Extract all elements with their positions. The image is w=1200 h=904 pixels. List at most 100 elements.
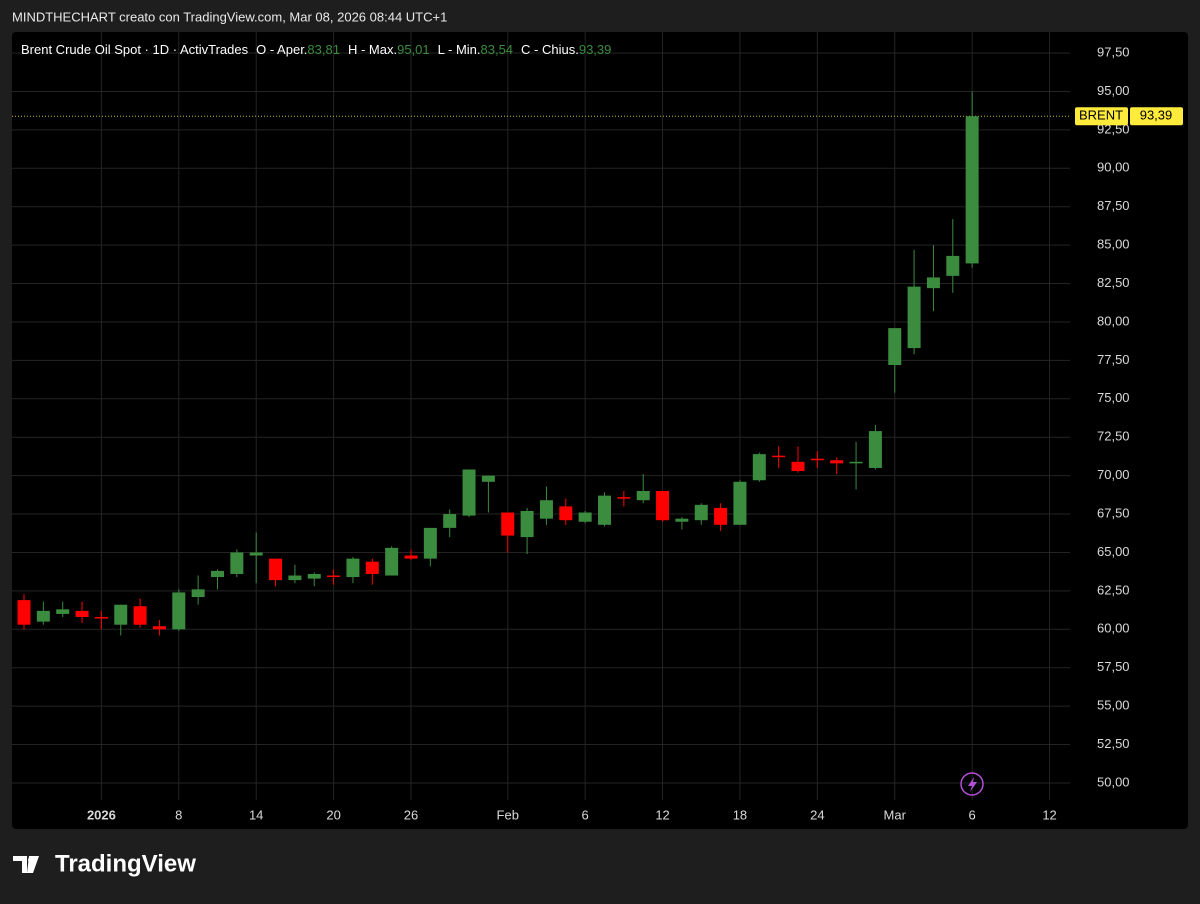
candle-body: [946, 255, 960, 276]
x-tick-label: Feb: [497, 807, 519, 822]
grid: 50,00 52,50 55,00 57,50 60,00 62,50 65,00 67,50…: [12, 32, 1130, 822]
candle-body: [791, 461, 805, 472]
brand-logo: TradingView: [13, 850, 196, 877]
candle-body: [598, 495, 611, 525]
ohlc-name: H - Max.: [348, 42, 397, 57]
candle-body: [772, 455, 786, 458]
ohlc-name: O - Aper.: [256, 42, 307, 57]
candle-body: [385, 547, 399, 576]
y-tick-label: 95,00: [1097, 83, 1130, 98]
header: Brent Crude Oil Spot · 1D · ActivTrades O…: [21, 42, 611, 57]
y-tick-label: 97,50: [1097, 44, 1130, 59]
candle-body: [888, 328, 902, 365]
ohlc-value: 93,39: [579, 42, 612, 57]
candle-body: [675, 518, 689, 522]
candle-body: [539, 500, 553, 519]
y-tick-label: 57,50: [1097, 659, 1130, 674]
candle-body: [520, 510, 534, 538]
y-tick-label: 90,00: [1097, 160, 1130, 175]
candle-body: [191, 589, 205, 598]
y-tick-label: 77,50: [1097, 352, 1130, 367]
lightning: [968, 777, 977, 792]
y-tick-label: 75,00: [1097, 390, 1130, 405]
attribution: MINDTHECHART creato con TradingView.com,…: [12, 9, 447, 24]
candle-body: [481, 475, 495, 482]
x-tick-label: 18: [733, 807, 747, 822]
title: Brent Crude Oil Spot · 1D · ActivTrades: [21, 42, 249, 57]
x-tick-label: 6: [582, 807, 589, 822]
candle-body: [617, 497, 631, 499]
y-tick-label: 50,00: [1097, 774, 1130, 789]
price-label-box: [1130, 107, 1183, 126]
event-icon[interactable]: [960, 772, 984, 796]
price-label: 93,39: [1140, 108, 1173, 123]
candle-body: [114, 604, 128, 625]
candle-body: [462, 469, 476, 516]
y-tick-label: 52,50: [1097, 736, 1130, 751]
plot: BRENT 93,39: [12, 91, 1183, 636]
ohlc-value: 95,01: [397, 42, 430, 57]
x-tick-label: 2026: [87, 807, 116, 822]
y-tick-label: 80,00: [1097, 313, 1130, 328]
candle-body: [656, 491, 670, 521]
x-tick-label: 24: [810, 807, 824, 822]
y-tick-label: 85,00: [1097, 237, 1130, 252]
candle-body: [733, 481, 747, 525]
x-tick-label: 8: [175, 807, 182, 822]
candle-body: [365, 561, 379, 574]
candle-body: [307, 573, 321, 579]
ohlc-value: 83,81: [307, 42, 340, 57]
candle-body: [559, 506, 573, 521]
price-tag-name: BRENT: [1079, 108, 1123, 123]
price-tag-box: [1075, 107, 1128, 126]
ohlc-value: 83,54: [481, 42, 514, 57]
candle-body: [907, 286, 921, 349]
logo-dot: [28, 857, 34, 863]
candle-body: [17, 600, 31, 625]
candle-body: [133, 606, 147, 625]
x-tick-label: 6: [969, 807, 976, 822]
candle-body: [75, 610, 89, 618]
candle-body: [36, 610, 50, 622]
x-tick-label: Mar: [884, 807, 907, 822]
y-tick-label: 62,50: [1097, 582, 1130, 597]
y-tick-label: 70,00: [1097, 467, 1130, 482]
y-tick-label: 82,50: [1097, 275, 1130, 290]
x-tick-label: 12: [1042, 807, 1056, 822]
candle-body: [404, 555, 418, 559]
candle-body: [423, 527, 437, 559]
candle-body: [926, 277, 940, 289]
candle-body: [849, 461, 863, 464]
y-tick-label: 65,00: [1097, 544, 1130, 559]
candle-body: [501, 512, 515, 536]
brand: TradingView: [55, 850, 196, 877]
candle-body: [211, 570, 224, 578]
candle-body: [830, 460, 844, 464]
candle-body: [714, 507, 728, 525]
x-tick-label: 20: [326, 807, 340, 822]
ohlc-name: L - Min.: [438, 42, 481, 57]
y-tick-label: 72,50: [1097, 429, 1130, 444]
y-tick-label: 55,00: [1097, 698, 1130, 713]
ohlc-name: C - Chius.: [521, 42, 579, 57]
candle-body: [346, 558, 360, 578]
candle-body: [694, 504, 708, 521]
x-tick-label: 14: [249, 807, 263, 822]
candle-body: [810, 458, 824, 461]
candle-body: [327, 575, 341, 578]
candle-body: [868, 431, 882, 468]
chart-panel: [12, 32, 1188, 829]
candle-body: [636, 491, 650, 501]
candle-body: [269, 558, 283, 581]
y-tick-label: 60,00: [1097, 621, 1130, 636]
candle-body: [56, 609, 70, 614]
candle-body: [152, 626, 166, 630]
candle-body: [443, 514, 457, 528]
candle-body: [288, 575, 302, 581]
candle-body: [752, 454, 766, 481]
y-tick-label: 87,50: [1097, 198, 1130, 213]
x-tick-label: 26: [404, 807, 418, 822]
candle-body: [230, 552, 244, 574]
candle-body: [578, 512, 592, 522]
